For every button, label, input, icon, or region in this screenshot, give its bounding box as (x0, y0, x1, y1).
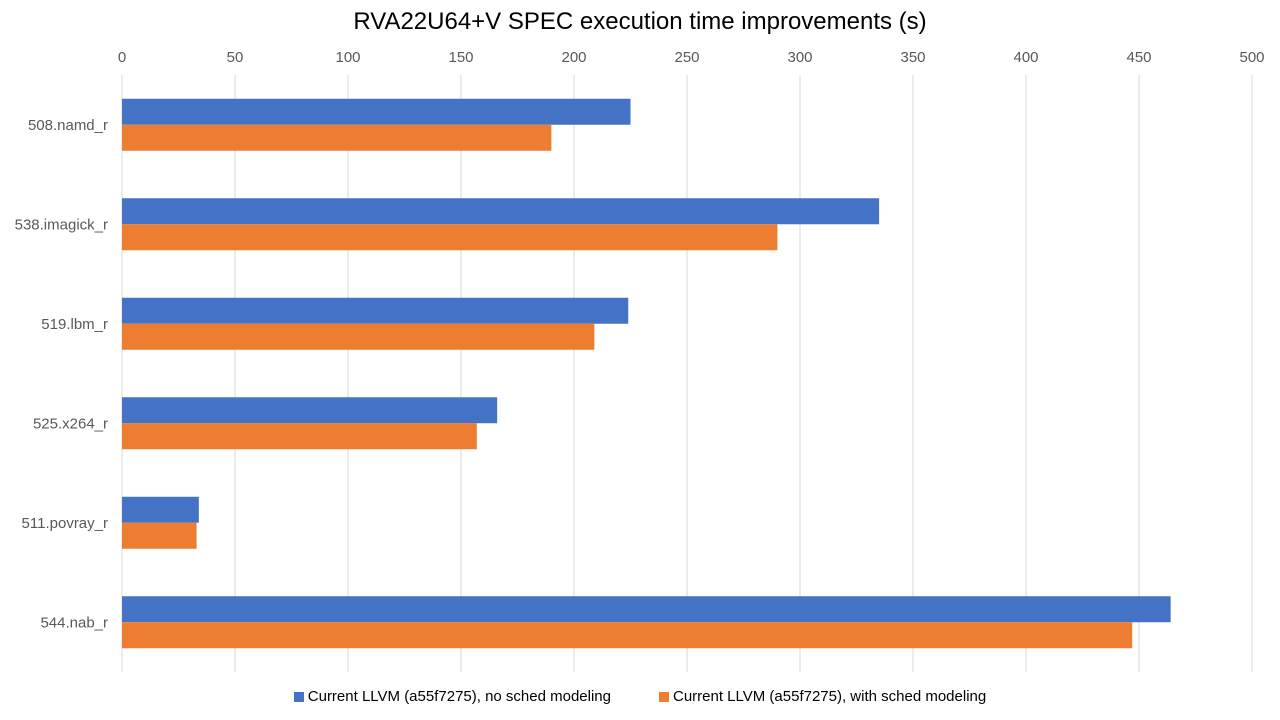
x-tick-label-7: 350 (900, 49, 925, 66)
bar-511.povray_r-series-1 (122, 522, 197, 549)
x-axis-ticks: 0 50 100 150 200 250 300 350 400 450 500 (118, 49, 1265, 66)
y-axis-categories: 508.namd_r 538.imagick_r 519.lbm_r 525.x264… (15, 117, 108, 632)
legend-label-series-1: Current LLVM (a55f7275), with sched mode… (673, 688, 987, 705)
x-tick-label-1: 50 (227, 49, 244, 66)
x-tick-label-8: 400 (1013, 49, 1038, 66)
gridlines (121, 75, 1253, 672)
x-tick-label-3: 150 (448, 49, 473, 66)
legend-item-series-1[interactable]: Current LLVM (a55f7275), with sched mode… (659, 688, 986, 705)
bar-538.imagick_r-series-1 (122, 224, 778, 251)
bar-544.nab_r-series-1 (122, 622, 1133, 649)
chart-title: RVA22U64+V SPEC execution time improveme… (353, 8, 927, 35)
bar-508.namd_r-series-0 (122, 98, 631, 125)
x-tick-label-9: 450 (1126, 49, 1151, 66)
category-label-1: 538.imagick_r (15, 216, 108, 233)
legend-label-series-0: Current LLVM (a55f7275), no sched modeli… (307, 688, 611, 705)
legend-swatch-series-0 (293, 691, 304, 702)
bar-538.imagick_r-series-0 (122, 198, 880, 225)
bar-511.povray_r-series-0 (122, 496, 199, 523)
category-label-3: 525.x264_r (33, 415, 108, 432)
bar-544.nab_r-series-0 (122, 596, 1171, 623)
category-label-0: 508.namd_r (28, 117, 108, 134)
x-tick-label-0: 0 (118, 49, 126, 66)
category-label-4: 511.povray_r (22, 515, 108, 532)
category-label-5: 544.nab_r (40, 614, 108, 631)
bar-519.lbm_r-series-1 (122, 323, 595, 350)
x-tick-label-5: 250 (674, 49, 699, 66)
legend-swatch-series-1 (659, 691, 669, 702)
bar-525.x264_r-series-1 (122, 423, 477, 450)
legend: Current LLVM (a55f7275), no sched modeli… (0, 688, 1280, 705)
category-label-2: 519.lbm_r (41, 316, 108, 333)
bar-519.lbm_r-series-0 (122, 297, 629, 324)
bar-508.namd_r-series-1 (122, 124, 552, 151)
legend-item-series-0[interactable]: Current LLVM (a55f7275), no sched modeli… (293, 688, 611, 705)
x-tick-label-4: 200 (561, 49, 586, 66)
bar-525.x264_r-series-0 (122, 397, 498, 424)
x-tick-label-2: 100 (335, 49, 360, 66)
x-tick-label-6: 300 (787, 49, 812, 66)
bars (122, 98, 1171, 649)
x-tick-label-10: 500 (1239, 49, 1264, 66)
